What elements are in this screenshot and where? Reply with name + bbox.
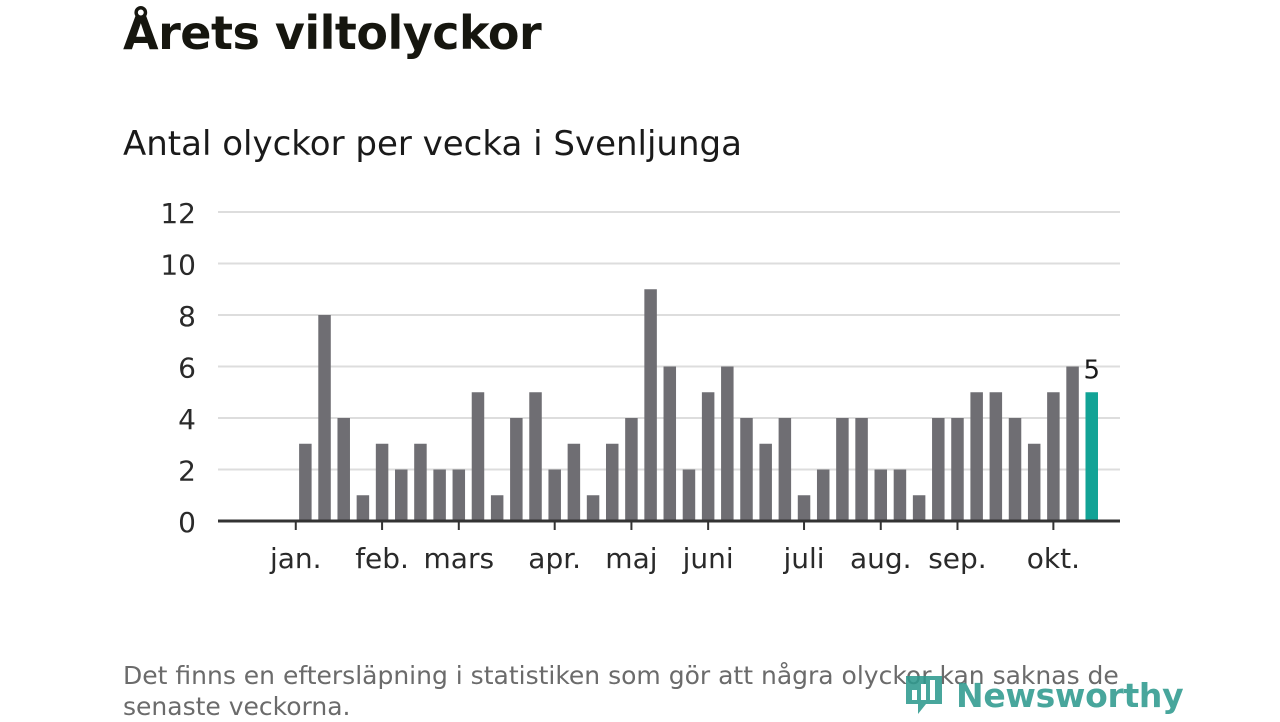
bar — [529, 392, 542, 521]
bar — [893, 469, 907, 521]
bar — [644, 289, 657, 521]
y-axis-ticks: 0 2 4 6 8 10 12 — [160, 197, 196, 539]
x-month-label: juli — [782, 542, 824, 575]
x-month-label: aug. — [850, 542, 912, 575]
bar — [989, 392, 1003, 521]
x-month-label: sep. — [928, 542, 987, 575]
bar — [471, 392, 485, 521]
bar — [778, 418, 792, 521]
bar — [932, 418, 945, 521]
x-month-label: mars — [424, 542, 495, 575]
y-tick-label: 10 — [160, 249, 196, 282]
bar-latest-week — [1085, 392, 1098, 521]
y-tick-label: 6 — [178, 352, 196, 385]
bar — [816, 469, 830, 521]
bar — [510, 418, 523, 521]
bar — [337, 418, 350, 521]
x-month-label: feb. — [355, 542, 409, 575]
last-value-label: 5 — [1083, 355, 1100, 385]
bar — [548, 469, 561, 521]
bar — [682, 469, 696, 521]
bar — [951, 418, 964, 521]
bar — [874, 469, 888, 521]
bar — [490, 495, 504, 521]
bar — [912, 495, 926, 521]
bars — [299, 289, 1098, 521]
bar — [797, 495, 811, 521]
bar — [970, 392, 983, 521]
bar — [1008, 418, 1022, 521]
bar — [414, 443, 427, 521]
x-axis-month-labels: jan. feb. mars apr. maj juni juli aug. sep. okt. — [269, 542, 1080, 575]
bar — [375, 443, 389, 521]
bar — [663, 366, 677, 521]
footnote: Det finns en eftersläpning i statistiken… — [123, 661, 1119, 721]
bar — [586, 495, 600, 521]
bar — [567, 443, 581, 521]
y-tick-label: 4 — [178, 403, 196, 436]
x-month-label: juni — [682, 542, 734, 575]
y-tick-label: 0 — [178, 506, 196, 539]
bar — [625, 418, 638, 521]
newsworthy-logo-text: Newsworthy — [956, 675, 1184, 715]
bar — [318, 315, 331, 521]
bar — [605, 443, 619, 521]
newsworthy-logo: Newsworthy — [902, 672, 1184, 718]
y-tick-label: 2 — [178, 455, 196, 488]
x-axis — [218, 519, 1120, 530]
bar — [1066, 366, 1079, 521]
y-tick-label: 8 — [178, 300, 196, 333]
bar — [855, 418, 868, 521]
bar — [836, 418, 849, 521]
chart-title: Årets viltolyckor — [123, 6, 542, 60]
x-month-label: okt. — [1027, 542, 1080, 575]
bar — [1047, 392, 1060, 521]
x-month-label: maj — [605, 542, 657, 575]
newsworthy-logo-icon — [906, 676, 942, 714]
x-month-label: jan. — [269, 542, 322, 575]
chart-subtitle: Antal olyckor per vecka i Svenljunga — [123, 124, 742, 164]
bar — [395, 469, 408, 521]
bar — [701, 392, 715, 521]
bar — [740, 418, 753, 521]
bar — [299, 443, 312, 521]
bar — [759, 443, 772, 521]
bar — [356, 495, 370, 521]
y-tick-label: 12 — [160, 197, 196, 230]
bar — [1027, 443, 1041, 521]
bar — [433, 469, 446, 521]
annotations: 5 — [1083, 355, 1100, 385]
bar — [721, 366, 734, 521]
bar — [452, 469, 466, 521]
x-month-label: apr. — [528, 542, 581, 575]
